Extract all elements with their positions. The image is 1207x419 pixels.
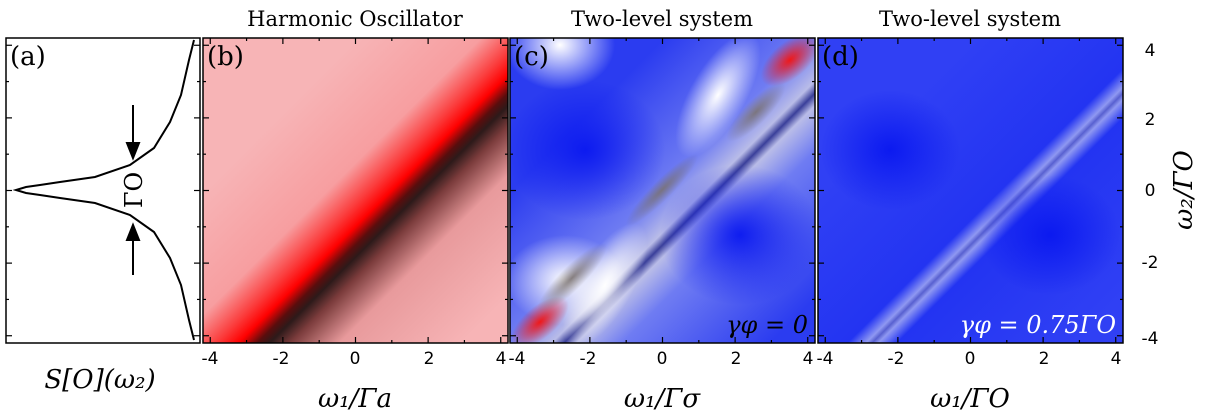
- x-tick: 2: [424, 349, 435, 369]
- y-tick: -4: [1142, 329, 1159, 349]
- x-tick: -2: [273, 349, 290, 369]
- x-tick: -4: [202, 349, 219, 369]
- y-tick: 0: [1145, 181, 1156, 201]
- panel-c-xlabel: ω₁/Γσ: [624, 384, 701, 414]
- axis-tick-marks: [6, 38, 1123, 343]
- x-tick: -4: [817, 349, 834, 369]
- panel-a-frame: [5, 37, 201, 344]
- y-axis-ticks: 4 2 0 -2 -4: [1142, 41, 1159, 349]
- panel-b-heatmap: [203, 38, 508, 343]
- panel-b-letter: (b): [207, 42, 244, 72]
- panel-d-heatmap: [818, 38, 1123, 343]
- panel-c-title: Two-level system: [571, 7, 753, 31]
- x-tick: -2: [888, 349, 905, 369]
- panel-c-heatmap: [510, 38, 815, 343]
- panel-d-annotation: γφ = 0.75ΓO: [960, 311, 1117, 339]
- panel-b: Harmonic Oscillator (b) -4 -2 0 2 4 ω₁/Γ…: [202, 7, 509, 414]
- panel-a: ΓO (a) S[O](ω₂): [5, 37, 201, 395]
- x-tick: 2: [1039, 349, 1050, 369]
- x-tick: 0: [350, 349, 361, 369]
- y-axis-label: ω₂/ΓO: [1169, 150, 1199, 230]
- y-tick: 4: [1145, 41, 1156, 61]
- panel-c: Two-level system (c) γφ = 0 -4 -2 0 2 4 …: [509, 7, 816, 414]
- panel-d-xlabel: ω₁/ΓO: [930, 384, 1010, 414]
- y-tick: -2: [1142, 253, 1159, 273]
- y-axis: 4 2 0 -2 -4 ω₂/ΓO: [1142, 41, 1199, 349]
- panel-b-xticks: -4 -2 0 2 4: [202, 349, 507, 369]
- x-tick: -4: [509, 349, 526, 369]
- panel-a-linewidth-label: ΓO: [120, 172, 148, 208]
- x-tick: 4: [496, 349, 507, 369]
- x-tick: 0: [965, 349, 976, 369]
- y-tick: 2: [1145, 110, 1156, 130]
- panel-c-annotation: γφ = 0: [726, 311, 808, 339]
- lorentzian-curve: [12, 39, 195, 341]
- panel-a-letter: (a): [10, 42, 46, 72]
- panel-d-letter: (d): [822, 42, 859, 72]
- x-tick: 4: [1111, 349, 1122, 369]
- x-tick: 0: [657, 349, 668, 369]
- x-tick: 2: [731, 349, 742, 369]
- x-tick: -2: [580, 349, 597, 369]
- panel-b-xlabel: ω₁/Γa: [318, 384, 392, 414]
- panel-d-xticks: -4 -2 0 2 4: [817, 349, 1122, 369]
- panel-d: Two-level system (d) γφ = 0.75ΓO -4 -2 0…: [817, 7, 1124, 414]
- linewidth-arrows: [125, 105, 141, 275]
- panel-a-xlabel: S[O](ω₂): [44, 365, 155, 395]
- panel-b-title: Harmonic Oscillator: [247, 7, 464, 31]
- panel-c-xticks: -4 -2 0 2 4: [509, 349, 814, 369]
- panel-c-letter: (c): [514, 42, 549, 72]
- x-tick: 4: [803, 349, 814, 369]
- panel-d-title: Two-level system: [879, 7, 1061, 31]
